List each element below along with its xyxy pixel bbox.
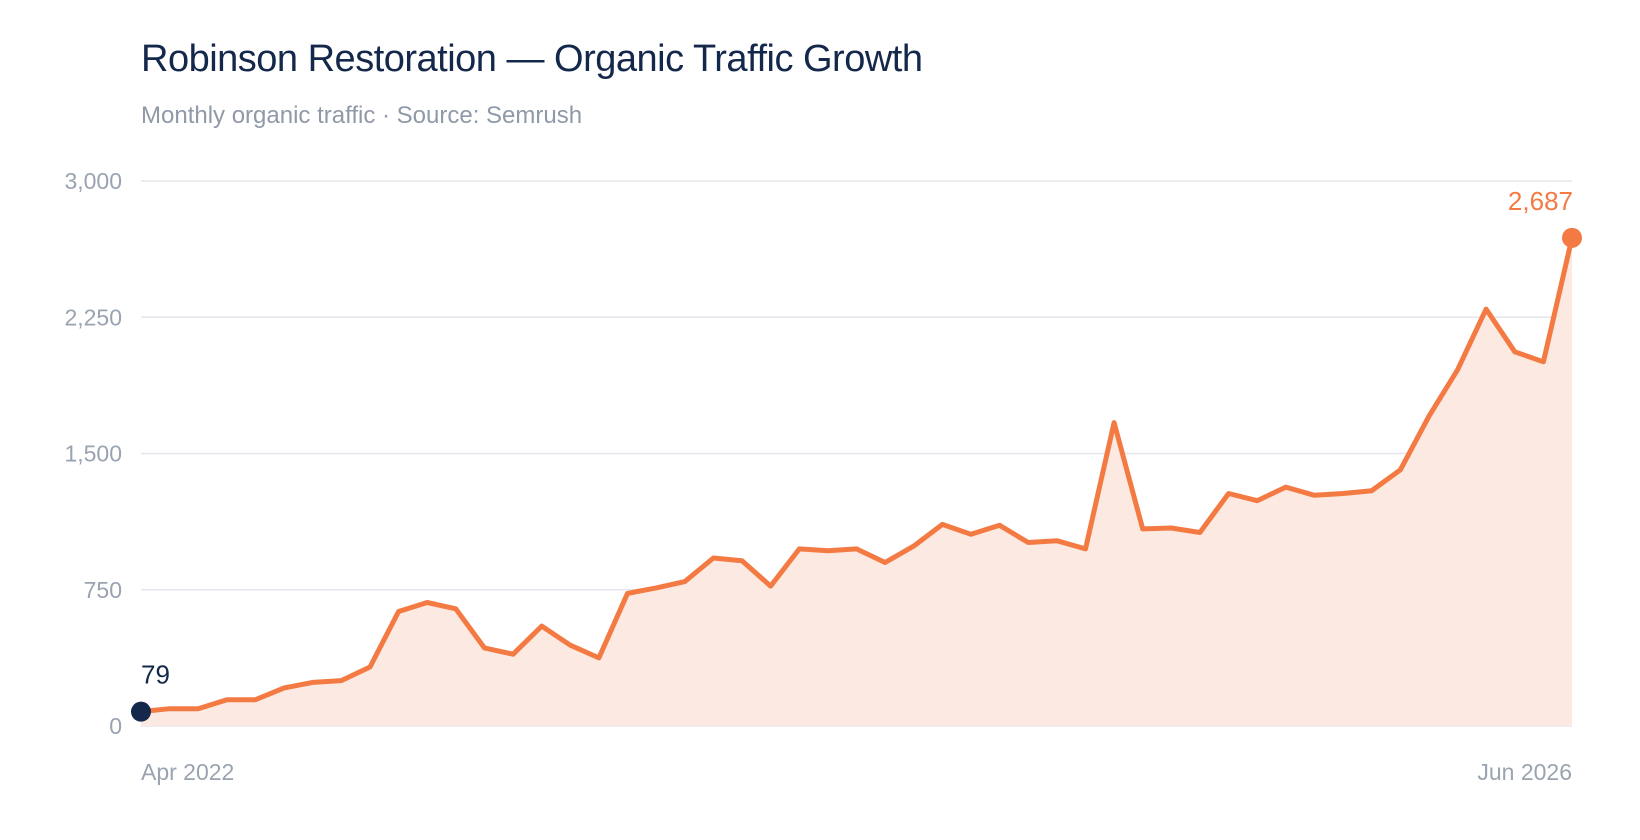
x-axis-start-label: Apr 2022 <box>141 759 234 785</box>
end-value-label: 2,687 <box>1508 186 1573 216</box>
traffic-area <box>141 237 1572 726</box>
chart-subtitle: Monthly organic traffic · Source: Semrus… <box>141 102 583 129</box>
chart-title: Robinson Restoration — Organic Traffic G… <box>141 38 923 80</box>
traffic-line <box>138 235 1575 715</box>
y-tick-label: 3,000 <box>64 168 122 194</box>
x-axis-end-label: Jun 2026 <box>1477 759 1572 785</box>
y-tick-label: 0 <box>109 713 122 739</box>
end-point-marker <box>1562 227 1582 248</box>
start-value-label: 79 <box>141 660 170 690</box>
y-axis-ticks: 0 750 1,500 2,250 3,000 <box>64 168 122 739</box>
y-tick-label: 2,250 <box>64 304 122 330</box>
start-point-marker <box>131 701 151 722</box>
y-tick-label: 1,500 <box>64 441 122 467</box>
y-tick-label: 750 <box>84 577 122 603</box>
